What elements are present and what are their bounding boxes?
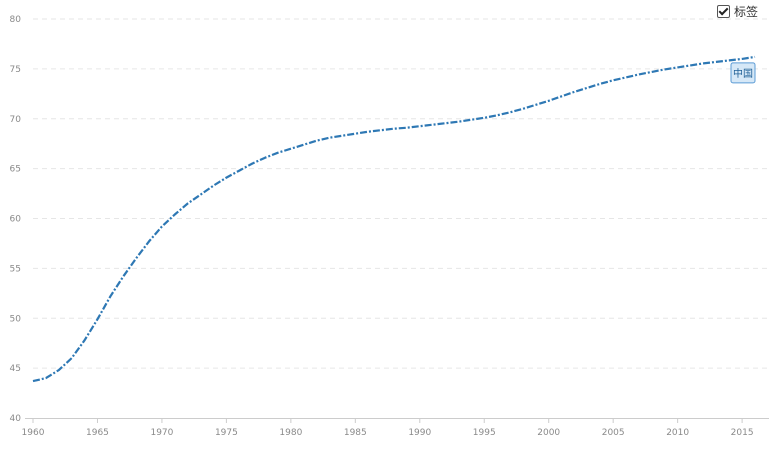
y-tick-label-40: 40: [10, 414, 22, 424]
y-tick-label-45: 45: [10, 364, 21, 374]
grid: [33, 18, 769, 369]
y-tick-label-50: 50: [10, 314, 22, 324]
x-tick-label-1995: 1995: [473, 428, 496, 438]
axes: 40 45 50 55 60 65 70 75 80 1960 1965 1970 1975 1980 19…: [10, 15, 769, 438]
series-tag-box-0: [730, 62, 756, 84]
y-tick-label-70: 70: [10, 115, 22, 125]
y-tick-label-60: 60: [10, 215, 22, 225]
label-toggle-text: 标签: [733, 5, 758, 19]
y-tick-label-75: 75: [10, 65, 21, 75]
series-tags: 中国: [730, 62, 756, 84]
y-tick-label-55: 55: [10, 264, 21, 274]
y-tick-label-80: 80: [10, 15, 22, 25]
label-checkbox[interactable]: [716, 5, 730, 18]
x-tick-label-2010: 2010: [666, 428, 689, 438]
series-line-0: [32, 55, 756, 383]
x-tick-label-1970: 1970: [150, 428, 173, 438]
x-tick-label-1960: 1960: [22, 428, 45, 438]
y-tick-label-65: 65: [10, 165, 21, 175]
series: [32, 55, 756, 383]
x-tick-label-2005: 2005: [602, 428, 625, 438]
label-toggle[interactable]: 标签: [716, 3, 758, 20]
x-tick-label-1990: 1990: [408, 428, 431, 438]
x-tick-label-2000: 2000: [537, 428, 560, 438]
x-tick-label-1965: 1965: [86, 428, 109, 438]
series-tag-label-0: 中国: [733, 67, 753, 80]
x-tick-label-1985: 1985: [344, 428, 367, 438]
x-tick-label-1975: 1975: [215, 428, 238, 438]
x-tick-label-1980: 1980: [279, 428, 302, 438]
x-tick-label-2015: 2015: [731, 428, 754, 438]
